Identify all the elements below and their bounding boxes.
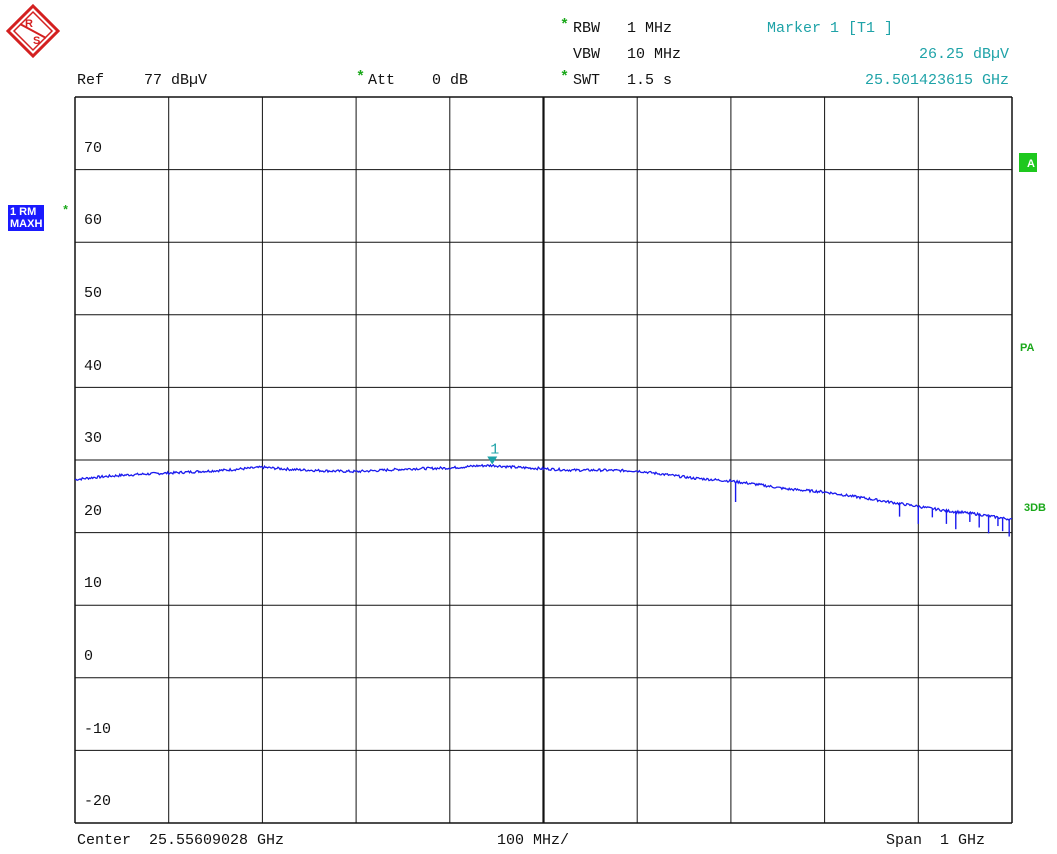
vbw-value: 10 MHz (627, 46, 682, 63)
y-tick-label: -10 (84, 720, 114, 738)
trace-mode-line2: MAXH (10, 218, 43, 230)
marker-1-label: 1 (490, 441, 499, 458)
trace-star: * (62, 204, 70, 218)
ref-level: 77 dBµV (144, 72, 208, 89)
y-tick-label: 0 (84, 648, 96, 666)
rbw-coupled-star: * (560, 17, 570, 34)
trace-mode-line1: 1 RM (10, 206, 37, 218)
y-tick-label: 20 (84, 502, 105, 520)
marker-level: 26.25 dBµV (918, 46, 1009, 63)
swt-label: SWT (573, 72, 601, 89)
rbw-label: RBW (573, 20, 601, 37)
att-label: Att (368, 72, 396, 89)
swt-value: 1.5 s (627, 72, 673, 89)
side-label-pa: PA (1020, 342, 1035, 354)
att-coupled-star: * (356, 69, 366, 86)
side-label-3db: 3DB (1024, 502, 1047, 514)
y-tick-label: 70 (84, 139, 105, 157)
svg-text:R: R (25, 18, 33, 30)
plot-grid (74, 96, 1013, 824)
y-tick-label: 60 (84, 212, 105, 230)
y-tick-label: 30 (84, 430, 105, 448)
y-tick-label: 50 (84, 285, 105, 303)
ref-label: Ref (77, 72, 105, 89)
y-tick-label: 10 (84, 575, 105, 593)
trace-mode-badge[interactable]: 1 RM MAXH (8, 205, 45, 231)
y-tick-label: 40 (84, 357, 105, 375)
side-label-a: A (1019, 153, 1037, 172)
vbw-label: VBW (573, 46, 601, 63)
rohde-schwarz-logo: R S (6, 4, 60, 58)
marker-1-symbol (487, 456, 498, 465)
att-value: 0 dB (432, 72, 469, 89)
svg-text:S: S (33, 35, 40, 47)
frequency-per-division: 100 MHz/ (497, 832, 570, 849)
y-tick-label: -20 (84, 793, 114, 811)
span: Span 1 GHz (886, 832, 986, 849)
trace-1 (74, 463, 1013, 522)
marker-1: 1 (487, 441, 499, 465)
center-frequency: Center 25.55609028 GHz (77, 832, 285, 849)
marker-frequency: 25.501423615 GHz (864, 72, 1009, 89)
marker-title: Marker 1 [T1 ] (767, 20, 894, 37)
swt-coupled-star: * (560, 69, 570, 86)
trace-spikes (734, 481, 1010, 537)
rbw-value: 1 MHz (627, 20, 673, 37)
